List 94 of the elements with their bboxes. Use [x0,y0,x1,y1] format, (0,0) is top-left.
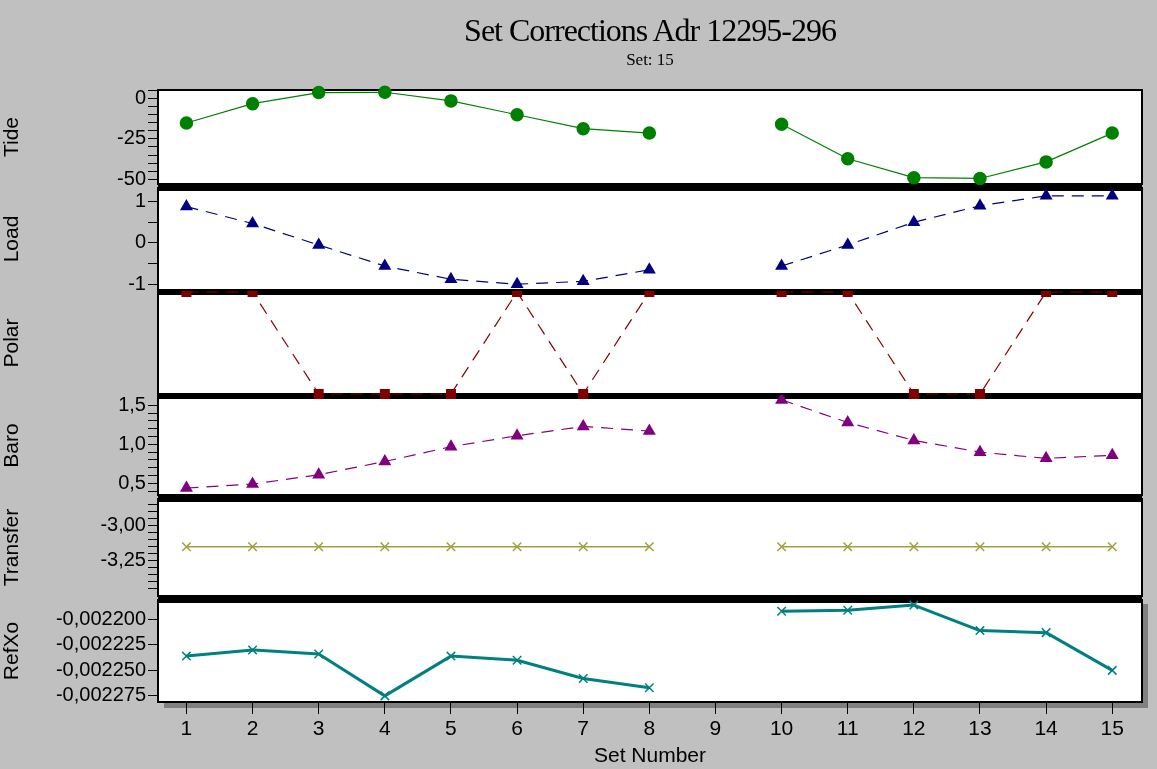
point [510,107,524,122]
x-tick-label: 4 [378,716,391,740]
point [774,117,789,132]
y-axis-title: Polar [0,318,23,368]
point [974,625,985,636]
point [840,152,855,166]
point [907,433,920,445]
y-tick-label: -25 [117,126,146,149]
chart-subtitle: Set: 15 [625,50,675,70]
point [577,419,590,431]
point [512,655,523,666]
point [907,215,920,227]
point [378,85,392,100]
point [1040,451,1053,463]
point [180,481,193,492]
point [245,96,260,111]
point [907,170,921,185]
point [1039,155,1053,169]
point [378,454,391,466]
point [179,116,194,130]
point [1107,665,1118,676]
y-axis-title: Load [0,215,23,263]
point [776,606,787,617]
point [511,277,524,288]
y-axis-title: Tide [0,116,23,158]
point [313,649,324,660]
y-axis-title: RefXo [0,621,23,681]
point [643,424,656,435]
point [974,445,986,456]
y-axis-title: Transfer [0,508,23,587]
x-tick-label: 7 [577,716,590,740]
point [842,605,853,616]
point [1041,627,1052,638]
x-tick-label: 2 [246,716,259,740]
point [379,690,390,701]
x-tick-label: 10 [769,716,794,740]
x-tick-label: 15 [1100,716,1124,740]
point [576,121,590,136]
point [1106,448,1119,459]
y-tick-label: 1,0 [118,431,146,454]
x-tick-label: 11 [836,716,859,740]
point [445,272,457,284]
point [378,259,391,270]
point [841,238,854,249]
point [246,477,259,488]
point [841,415,854,427]
y-tick-label: -0,002275 [55,683,146,706]
point [511,429,524,440]
x-tick-label: 1 [180,716,193,740]
y-tick-label: 0 [134,230,146,253]
point [312,238,325,249]
x-axis-title: Set Number [593,743,707,767]
point [181,651,192,662]
point [246,216,259,228]
y-tick-label: 1,5 [118,392,146,415]
point [311,85,326,100]
point [1105,126,1119,140]
x-tick-label: 8 [643,716,656,740]
point [643,263,656,274]
x-tick-label: 14 [1034,716,1059,740]
point [775,259,788,270]
y-tick-label: -3,00 [100,513,146,536]
y-tick-label: -0,002200 [55,606,146,629]
point [973,171,987,186]
y-tick-label: -50 [117,166,146,189]
y-tick-label: 1 [134,189,146,212]
y-axis-title: Baro [0,423,23,468]
x-tick-label: 6 [511,716,523,740]
point [180,199,193,211]
y-tick-label: -0,002225 [55,632,146,655]
point [445,439,457,451]
point [445,651,456,662]
y-tick-label: -0,002250 [55,657,146,680]
point [908,600,919,611]
point [578,673,589,684]
point [312,467,325,479]
x-tick-label: 5 [445,716,457,740]
x-tick-label: 3 [312,716,325,740]
point [1106,189,1119,200]
y-tick-label: -1 [128,271,146,294]
y-tick-label: 0,5 [118,470,146,493]
point [642,126,657,140]
y-tick-label: -3,25 [100,548,146,571]
point [644,682,655,693]
x-tick-label: 12 [902,716,926,740]
chart-title: Set Corrections Adr 12295-296 [463,12,837,49]
point [444,94,458,108]
y-tick-label: 0 [134,85,146,108]
point [247,644,258,655]
x-tick-label: 13 [968,716,992,740]
point [577,274,590,286]
point [1040,189,1053,200]
x-tick-label: 9 [709,716,722,740]
point [974,199,986,210]
